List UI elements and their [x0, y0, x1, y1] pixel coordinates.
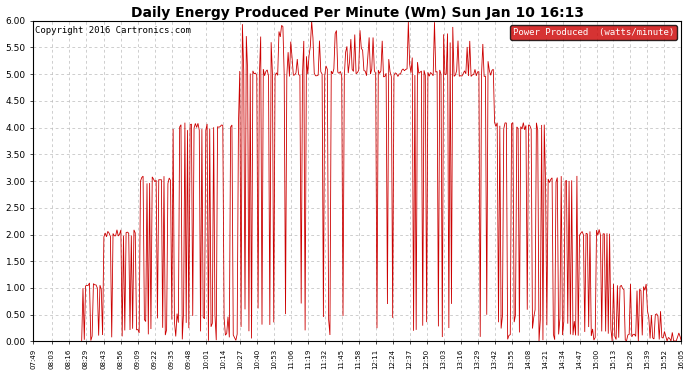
- Title: Daily Energy Produced Per Minute (Wm) Sun Jan 10 16:13: Daily Energy Produced Per Minute (Wm) Su…: [131, 6, 584, 20]
- Legend: Power Produced  (watts/minute): Power Produced (watts/minute): [511, 25, 677, 40]
- Text: Copyright 2016 Cartronics.com: Copyright 2016 Cartronics.com: [34, 26, 190, 34]
